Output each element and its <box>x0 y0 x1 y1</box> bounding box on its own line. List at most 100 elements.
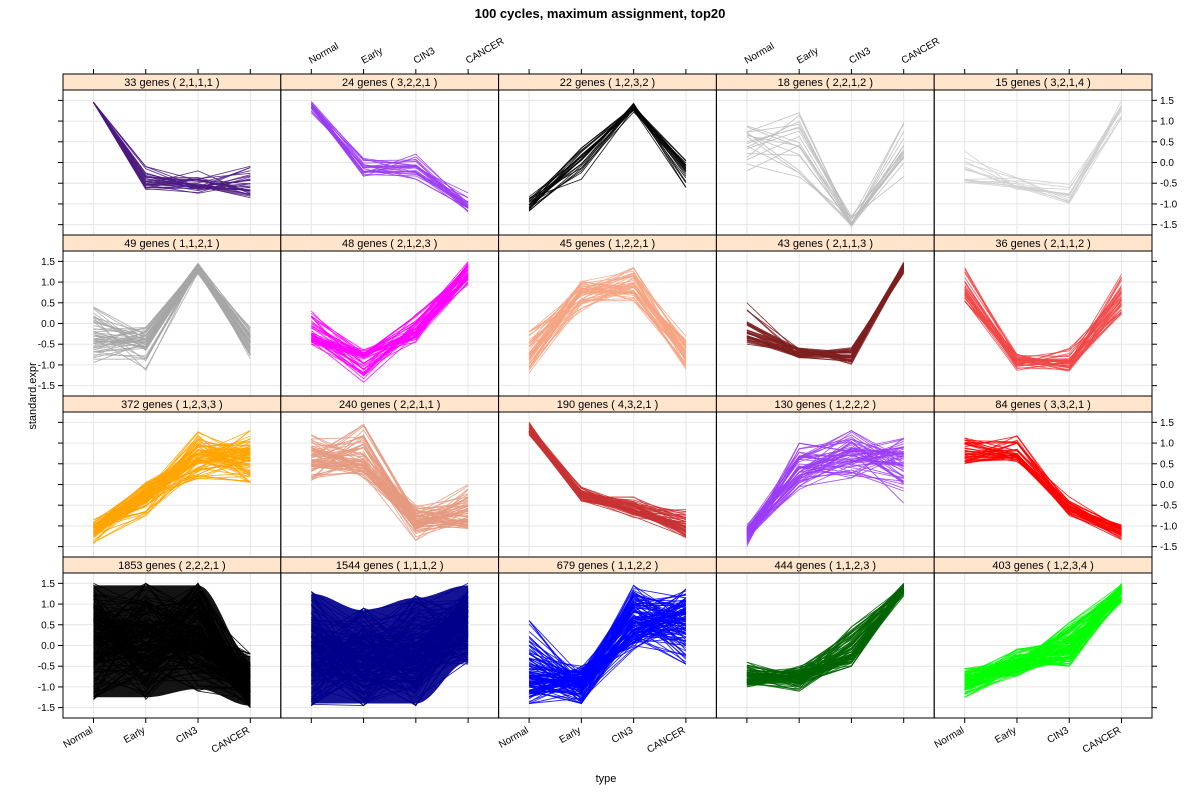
series-line <box>746 586 904 690</box>
series-lines <box>528 102 687 212</box>
series-line <box>93 264 251 356</box>
series-line <box>528 595 686 692</box>
series-line <box>311 623 469 683</box>
y-tick-label: 1.0 <box>1160 117 1174 128</box>
series-line <box>311 595 469 687</box>
series-line <box>93 267 251 358</box>
series-line <box>964 267 1122 363</box>
series-line <box>93 102 251 190</box>
series-line <box>746 450 904 540</box>
series-line <box>93 638 251 690</box>
series-line <box>311 634 469 666</box>
series-line <box>93 584 251 675</box>
series-lines <box>746 112 905 228</box>
series-line <box>528 300 687 371</box>
y-tick-label: 0.0 <box>1160 480 1174 491</box>
panel-12: 240 genes ( 2,2,1,1 ) <box>280 395 500 558</box>
y-tick-label: 1.0 <box>41 600 55 611</box>
series-line <box>93 582 251 694</box>
series-line <box>964 281 1122 372</box>
series-lines <box>528 266 687 374</box>
panel-strip-label: 24 genes ( 3,2,2,1 ) <box>342 77 437 89</box>
series-line <box>93 450 251 527</box>
series-lines <box>746 430 905 547</box>
series-line <box>311 610 469 682</box>
series-lines <box>310 582 469 707</box>
series-line <box>311 269 469 360</box>
series-line <box>311 453 469 518</box>
y-tick-label: 0.5 <box>41 298 55 309</box>
series-line <box>93 632 251 697</box>
series-line <box>528 427 687 533</box>
y-tick-label: 1.5 <box>41 579 55 590</box>
series-line <box>529 618 687 695</box>
series-lines <box>964 100 1122 204</box>
series-line <box>746 114 905 224</box>
series-line <box>746 127 905 218</box>
y-tick-label: -1.5 <box>1160 542 1178 553</box>
panel-7: 48 genes ( 2,1,2,3 ) <box>280 234 500 397</box>
series-line <box>964 588 1122 691</box>
series-line <box>311 462 469 515</box>
series-line <box>746 125 905 225</box>
panel-strip-label: 444 genes ( 1,1,2,3 ) <box>775 560 877 572</box>
series-line <box>964 435 1122 536</box>
panel-strip-label: 130 genes ( 1,2,2,2 ) <box>775 399 877 411</box>
series-line <box>311 459 469 541</box>
series-line <box>93 595 251 700</box>
series-lines <box>964 583 1122 698</box>
series-lines <box>528 422 687 539</box>
panel-3: 22 genes ( 1,2,3,2 ) <box>498 73 717 236</box>
panel-strip-label: 45 genes ( 1,2,2,1 ) <box>560 238 655 250</box>
series-line <box>93 620 251 691</box>
series-line <box>93 102 251 190</box>
series-line <box>93 452 251 529</box>
panel-strip-label: 372 genes ( 1,2,3,3 ) <box>121 399 223 411</box>
chart-title: 100 cycles, maximum assignment, top20 <box>475 6 726 21</box>
y-tick-label: -1.0 <box>38 682 56 693</box>
series-line <box>311 607 469 642</box>
series-line <box>529 616 687 679</box>
series-line <box>964 442 1122 528</box>
series-line <box>529 637 686 676</box>
series-line <box>528 432 687 528</box>
panel-5: 15 genes ( 3,2,1,4 ) <box>933 73 1153 236</box>
series-line <box>93 620 251 657</box>
series-line <box>310 106 469 204</box>
y-tick-label: 1.0 <box>1160 439 1174 450</box>
series-line <box>311 424 469 523</box>
series-lines <box>93 262 251 371</box>
series-line <box>311 614 469 684</box>
panel-6: 49 genes ( 1,1,2,1 ) <box>62 234 282 397</box>
y-tick-label: -1.0 <box>1160 199 1178 210</box>
series-line <box>93 266 251 359</box>
series-line <box>746 269 905 355</box>
series-line <box>528 103 687 209</box>
panel-15: 84 genes ( 3,3,2,1 ) <box>933 395 1153 558</box>
series-line <box>528 107 687 211</box>
series-line <box>746 138 905 224</box>
series-line <box>311 625 469 658</box>
series-line <box>311 615 469 690</box>
series-lines <box>746 261 905 365</box>
panel-19: 444 genes ( 1,1,2,3 ) <box>715 556 935 719</box>
series-line <box>528 109 687 209</box>
series-line <box>93 102 251 192</box>
y-tick-label: 1.0 <box>41 278 55 289</box>
series-lines <box>310 101 469 213</box>
series-line <box>93 102 251 194</box>
series-line <box>311 448 469 529</box>
series-line <box>964 293 1122 363</box>
panel-16: 1853 genes ( 2,2,2,1 ) <box>62 556 282 719</box>
series-line <box>93 601 251 672</box>
series-line <box>93 430 251 529</box>
panel-strip-label: 84 genes ( 3,3,2,1 ) <box>995 399 1090 411</box>
panel-grid <box>934 412 1152 557</box>
series-line <box>528 287 687 361</box>
series-line <box>529 628 686 678</box>
series-line <box>964 585 1122 680</box>
series-line <box>746 589 905 681</box>
series-line <box>746 438 904 545</box>
series-line <box>746 268 905 354</box>
panel-2: 24 genes ( 3,2,2,1 ) <box>280 73 500 236</box>
